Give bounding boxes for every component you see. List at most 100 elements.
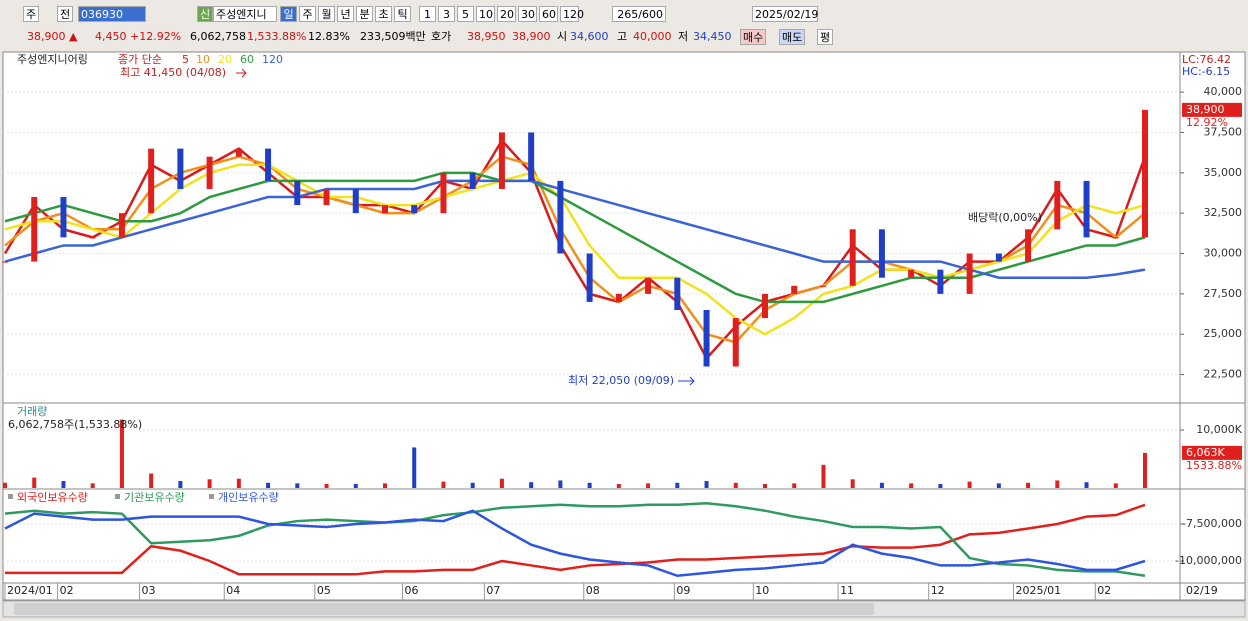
candle	[382, 205, 388, 214]
volume-bar	[178, 481, 183, 488]
code[interactable]: 036930	[78, 6, 146, 22]
volume-bar	[207, 479, 212, 488]
y-tick-label: 22,500	[1204, 368, 1243, 381]
period-button[interactable]: 초	[375, 6, 392, 22]
candle	[1054, 180, 1061, 230]
candle	[235, 148, 242, 157]
x-tick-label: 02	[1097, 584, 1111, 597]
high-label: 고	[617, 30, 628, 43]
toolbar: 주 전 036930 신 주성엔지니 일 주 월 년 분 초 틱 1 3 5 10 20 30 60 120…	[0, 3, 1248, 25]
candle	[732, 318, 739, 367]
volume-bar	[967, 481, 972, 488]
x-tick-label: 12	[931, 584, 945, 597]
legend-entry: 외국인보유수량	[17, 491, 88, 504]
volume-bar	[529, 482, 534, 488]
candle	[2, 261, 8, 263]
scroll-thumb[interactable]	[14, 603, 874, 615]
bid: 38,900	[512, 30, 551, 43]
period-button[interactable]: 월	[318, 6, 335, 22]
open: 34,600	[570, 30, 609, 43]
last-box	[1182, 445, 1242, 460]
price: 38,900 ▲	[27, 30, 78, 43]
last-box	[1182, 102, 1242, 117]
volume-bar	[1113, 483, 1118, 488]
last-rate: 12.92%	[1186, 116, 1228, 129]
rate: +12.92%	[130, 30, 182, 43]
volume-bar	[295, 483, 300, 488]
last-price: 38,900	[1186, 103, 1225, 116]
volume-bar	[587, 482, 592, 488]
period-button[interactable]: 분	[356, 6, 373, 22]
y-tick-label: -10,000,000	[1175, 554, 1242, 567]
buy-button[interactable]: 매수	[740, 29, 767, 45]
minute-button[interactable]: 5	[457, 6, 474, 22]
market[interactable]: 주	[23, 6, 40, 22]
chart-title: 주성엔지니어링	[17, 53, 88, 66]
volume-bar	[149, 473, 154, 488]
volume-bar	[3, 482, 7, 488]
legend-prefix: 종가 단순	[118, 53, 162, 66]
volume-bar	[324, 483, 329, 488]
period-button[interactable]: 주	[299, 6, 316, 22]
open-label: 시	[557, 30, 568, 43]
minute-button[interactable]: 20	[497, 6, 516, 22]
candle	[762, 293, 768, 319]
date[interactable]: 2025/02/19	[752, 6, 818, 22]
x-tick-label: 2024/01	[7, 584, 53, 597]
avg-button[interactable]: 평	[817, 29, 834, 45]
sell-button[interactable]: 매도	[779, 29, 806, 45]
candle	[849, 229, 856, 286]
minute-button[interactable]: 10	[476, 6, 495, 22]
turnover: 12.83%	[308, 30, 350, 43]
minute-button[interactable]: 1	[419, 6, 436, 22]
minute-button[interactable]: 30	[518, 6, 537, 22]
y-tick-label: 30,000	[1204, 247, 1243, 260]
volume-bar	[499, 478, 504, 488]
badge: 신	[197, 6, 214, 22]
candle	[498, 132, 505, 189]
volume-bar	[675, 482, 680, 488]
candle	[908, 269, 915, 278]
series-line	[4, 179, 1146, 279]
candle	[265, 148, 272, 181]
period-button[interactable]: 일	[280, 6, 297, 22]
x-tick-label: 05	[317, 584, 331, 597]
annotation: 최저 22,050 (09/09)	[568, 374, 674, 387]
volume-bar	[236, 478, 241, 488]
volume-bar	[61, 481, 66, 488]
series-line	[4, 502, 1146, 578]
candle	[528, 132, 535, 181]
x-tick-label: 10	[755, 584, 769, 597]
candle	[323, 188, 330, 206]
series-line	[4, 171, 1146, 304]
period-button[interactable]: 틱	[394, 6, 411, 22]
low-label: 저	[678, 30, 689, 43]
count[interactable]: 265/600	[612, 6, 666, 22]
minute-button[interactable]: 60	[539, 6, 558, 22]
arrow	[236, 68, 247, 78]
count-max: /600	[638, 8, 663, 21]
candle	[148, 148, 155, 214]
legend-swatch	[209, 494, 214, 499]
y-tick-label: 32,500	[1204, 206, 1243, 219]
candle	[791, 285, 798, 294]
minute-button[interactable]: 120	[560, 6, 584, 22]
minute-button[interactable]: 3	[438, 6, 455, 22]
candle	[440, 172, 447, 214]
volume-rate: 1,533.88%	[247, 30, 307, 43]
volume-bar	[850, 479, 855, 488]
lc-label: LC:76.42	[1182, 53, 1231, 66]
legend-entry: 5	[182, 53, 189, 66]
y-tick-label: 37,500	[1204, 125, 1243, 138]
candle	[615, 293, 622, 302]
prev[interactable]: 전	[57, 6, 74, 22]
volume-bar	[1084, 482, 1089, 488]
chart-bg	[2, 51, 1246, 601]
volume-bar	[1143, 452, 1147, 488]
volume-bar	[909, 483, 914, 488]
series-line	[4, 163, 1146, 336]
y-tick-label: 35,000	[1204, 166, 1243, 179]
candle	[294, 180, 301, 206]
period-button[interactable]: 년	[337, 6, 354, 22]
volume-bar	[266, 482, 271, 488]
